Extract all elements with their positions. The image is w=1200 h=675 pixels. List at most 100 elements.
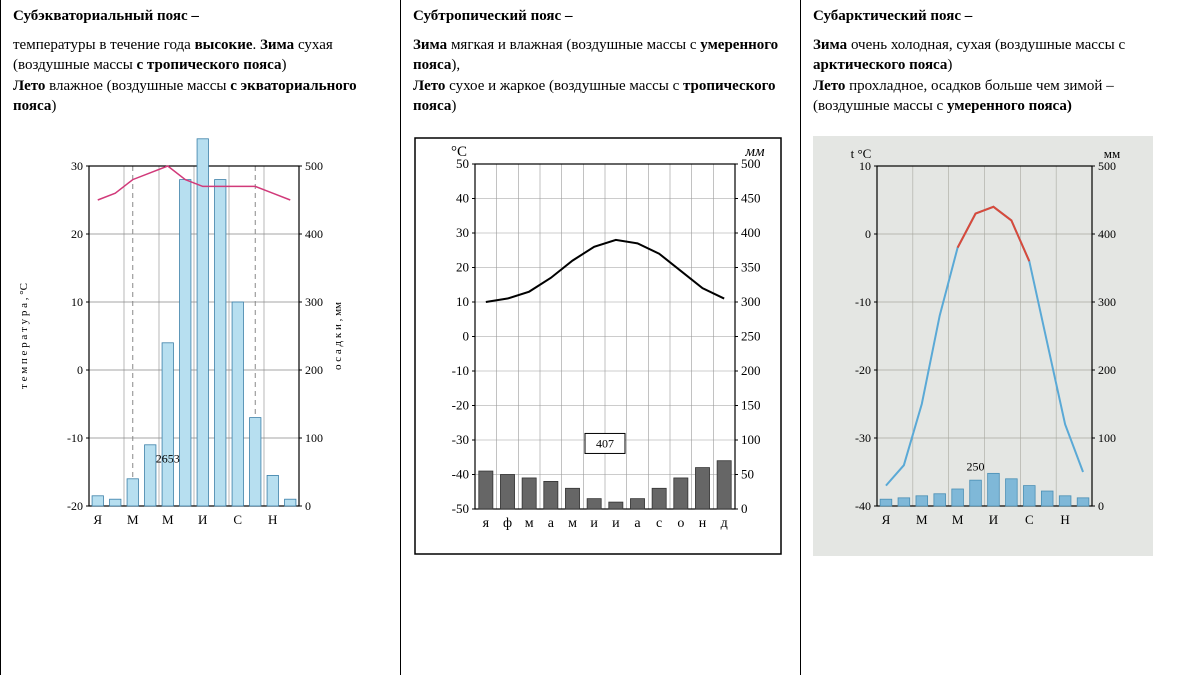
precip-bar (880, 499, 892, 506)
svg-text:10: 10 (859, 159, 871, 173)
svg-text:0: 0 (741, 501, 748, 516)
precip-bar (285, 499, 296, 506)
svg-text:М: М (916, 512, 928, 527)
svg-text:Н: Н (1060, 512, 1069, 527)
svg-text:-40: -40 (452, 467, 469, 482)
precip-bar (1006, 479, 1018, 506)
precip-bar (916, 496, 928, 506)
svg-text:200: 200 (741, 363, 761, 378)
svg-text:-20: -20 (67, 499, 83, 513)
svg-text:30: 30 (456, 225, 469, 240)
svg-text:м: м (525, 516, 534, 531)
precip-bar (215, 180, 226, 506)
svg-text:500: 500 (1098, 159, 1116, 173)
precip-bar (197, 139, 208, 506)
svg-text:10: 10 (71, 295, 83, 309)
svg-text:0: 0 (1098, 499, 1104, 513)
precip-bar (500, 475, 514, 510)
svg-text:мм: мм (1104, 146, 1120, 161)
panel-title: Субэкваториальный пояс – (13, 8, 388, 25)
svg-text:-30: -30 (855, 431, 871, 445)
panel-desc: Зима очень холодная, сухая (воздушные ма… (813, 35, 1188, 116)
annual-total-label: 250 (967, 460, 985, 474)
precip-bar (934, 494, 946, 506)
precip-bar (180, 180, 191, 506)
precip-bar (479, 471, 493, 509)
svg-text:м: м (568, 516, 577, 531)
precip-bar (127, 479, 138, 506)
svg-text:-10: -10 (855, 295, 871, 309)
svg-text:М: М (952, 512, 964, 527)
svg-text:400: 400 (305, 227, 323, 241)
precip-bar (544, 481, 558, 509)
svg-text:н: н (699, 516, 707, 531)
svg-text:0: 0 (305, 499, 311, 513)
svg-text:40: 40 (456, 191, 469, 206)
precip-bar (1077, 498, 1089, 506)
svg-text:о с а д к и , мм: о с а д к и , мм (332, 302, 344, 370)
svg-text:100: 100 (305, 431, 323, 445)
panel-desc: температуры в течение года высокие. Зима… (13, 35, 388, 116)
svg-text:-20: -20 (452, 398, 469, 413)
precip-bar (162, 343, 173, 506)
precip-bar (609, 502, 623, 509)
svg-text:о: о (677, 516, 684, 531)
precip-bar (898, 498, 910, 506)
precip-bar (674, 478, 688, 509)
svg-text:Я: Я (882, 512, 891, 527)
svg-text:200: 200 (1098, 363, 1116, 377)
precip-bar (652, 488, 666, 509)
precip-bar (1059, 496, 1071, 506)
climograph-svg: -50-40-30-20-100102030405005010015020025… (413, 136, 783, 556)
svg-text:100: 100 (741, 432, 761, 447)
precip-bar (1023, 486, 1035, 506)
svg-text:100: 100 (1098, 431, 1116, 445)
precip-bar (952, 489, 964, 506)
svg-text:30: 30 (71, 159, 83, 173)
annual-total-label: 2653 (156, 451, 180, 465)
svg-text:С: С (1025, 512, 1034, 527)
panel-subarctic: Субарктический пояс – Зима очень холодна… (800, 0, 1200, 675)
svg-text:-50: -50 (452, 501, 469, 516)
chart-container: -40-30-20-100100100200300400500ЯММИСНt °… (813, 136, 1188, 556)
svg-text:мм: мм (744, 144, 765, 160)
svg-text:я: я (483, 516, 490, 531)
precip-bar (717, 461, 731, 509)
svg-text:М: М (162, 512, 174, 527)
svg-text:450: 450 (741, 191, 761, 206)
precip-bar (630, 499, 644, 509)
svg-text:10: 10 (456, 294, 469, 309)
precip-bar (522, 478, 536, 509)
svg-text:0: 0 (463, 329, 470, 344)
svg-text:500: 500 (305, 159, 323, 173)
svg-text:-10: -10 (67, 431, 83, 445)
annual-total-label: 407 (596, 436, 614, 450)
svg-text:250: 250 (741, 329, 761, 344)
precip-bar (695, 468, 709, 509)
svg-text:150: 150 (741, 398, 761, 413)
svg-text:-30: -30 (452, 432, 469, 447)
precip-bar (988, 473, 1000, 506)
precip-bar (587, 499, 601, 509)
svg-text:300: 300 (741, 294, 761, 309)
precip-bar (1041, 491, 1053, 506)
svg-text:400: 400 (1098, 227, 1116, 241)
svg-text:и: и (612, 516, 620, 531)
svg-text:200: 200 (305, 363, 323, 377)
svg-text:0: 0 (77, 363, 83, 377)
chart-container: -50-40-30-20-100102030405005010015020025… (413, 136, 788, 556)
panel-desc: Зима мягкая и влажная (воздушные массы с… (413, 35, 788, 116)
climograph-svg: -20-1001020300100200300400500ЯММИСНт е м… (13, 136, 353, 556)
panel-title: Субарктический пояс – (813, 8, 1188, 25)
precip-bar (232, 302, 243, 506)
svg-text:Н: Н (268, 512, 277, 527)
svg-text:И: И (198, 512, 207, 527)
svg-text:Я: Я (93, 512, 102, 527)
svg-text:а: а (634, 516, 641, 531)
panel-title: Субтропический пояс – (413, 8, 788, 25)
svg-text:°С: °С (451, 144, 467, 160)
precip-bar (92, 496, 103, 506)
svg-text:с: с (656, 516, 662, 531)
svg-text:-10: -10 (452, 363, 469, 378)
svg-text:И: И (989, 512, 998, 527)
